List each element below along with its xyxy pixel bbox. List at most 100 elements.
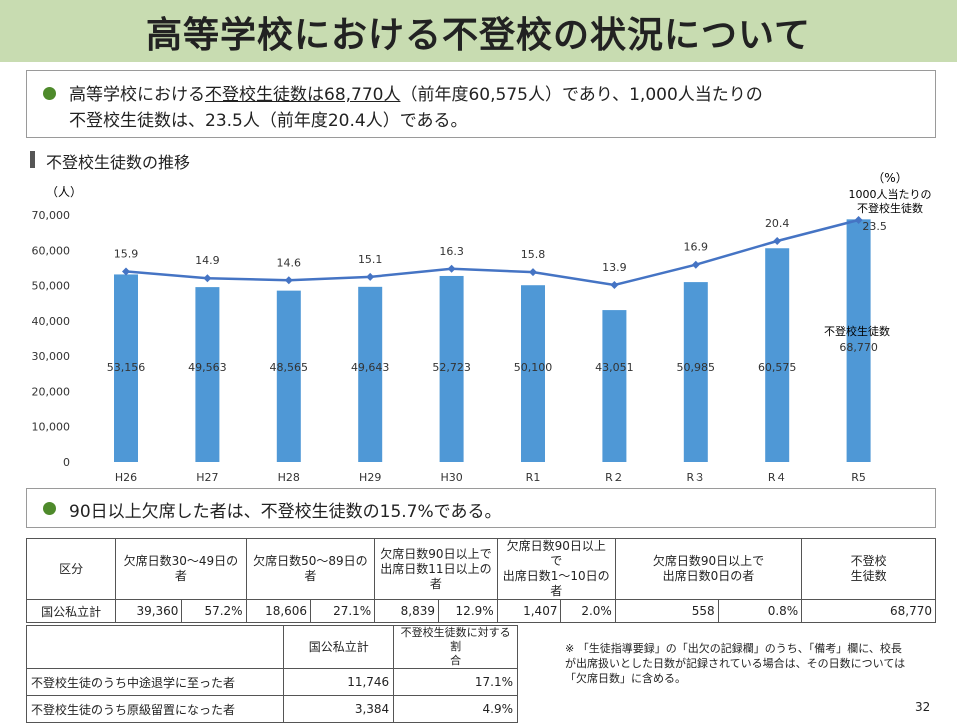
summary-line-2: 不登校生徒数は、23.5人（前年度20.4人）である。 [69, 111, 468, 131]
y-axis: 0 10,000 20,000 30,000 40,000 50,000 60,000 70,… [32, 209, 71, 469]
rate-point [691, 260, 700, 269]
rate-value-label: 15.1 [358, 253, 383, 266]
table-header: 欠席日数90日以上で 出席日数11日以上の者 [374, 538, 498, 600]
table-cell: 12.9% [438, 599, 498, 623]
table-header: 欠席日数90日以上で 出席日数1～10日の者 [496, 538, 616, 600]
table-cell: 3,384 [283, 695, 395, 723]
rate-value-label: 16.3 [439, 245, 464, 258]
table-cell: 27.1% [310, 599, 376, 623]
summary-line: 90日以上欠席した者は、不登校生徒数の15.7%である。 [69, 502, 502, 522]
table-header: 国公私立計 [283, 625, 395, 669]
rate-value-labels: 15.9 14.9 14.6 15.1 16.3 15.8 13.9 16.9 20.4 23.5 [114, 217, 887, 274]
dropout-table: 国公私立計 不登校生徒数に対する割 合 不登校生徒のうち中途退学に至った者 11… [25, 625, 518, 723]
table-cell: 0.8% [717, 599, 803, 623]
rate-point [529, 268, 537, 277]
x-tick-label: H26 [115, 471, 137, 484]
rate-point [122, 267, 130, 276]
bar [683, 282, 708, 462]
x-tick-label: R４ [768, 471, 787, 484]
x-tick-label: H29 [359, 471, 381, 484]
bar-value-label: 68,770 [839, 341, 878, 354]
rate-points [122, 216, 863, 289]
footnote: ※ 「生徒指導要録」の「出欠の記録欄」のうち、「備考」欄に、校長が出席扱いとした… [565, 642, 906, 685]
table-cell: 57.2% [181, 599, 247, 623]
table-cell: 558 [614, 599, 719, 623]
bar [276, 290, 301, 462]
table-header: 欠席日数50～89日の者 [245, 538, 376, 600]
bar [521, 285, 545, 462]
bar [765, 248, 790, 462]
rate-point [773, 236, 782, 245]
table-header [25, 625, 285, 669]
bar [439, 275, 464, 462]
y-tick-label: 60,000 [32, 244, 71, 257]
x-tick-label: R３ [686, 471, 705, 484]
bar-value-label: 53,156 [107, 361, 146, 374]
summary-text: （前年度60,575人）であり、1,000人当たりの [400, 85, 763, 105]
table-header-row: 国公私立計 不登校生徒数に対する割 合 [25, 625, 518, 669]
summary-box-2: 90日以上欠席した者は、不登校生徒数の15.7%である。 [26, 488, 936, 528]
absence-table: 区分 欠席日数30～49日の者 欠席日数50～89日の者 欠席日数90日以上で … [25, 538, 936, 623]
row-label: 不登校生徒のうち原級留置になった者 [25, 695, 285, 723]
y-tick-label: 50,000 [32, 280, 71, 293]
bar-value-label: 43,051 [595, 361, 634, 374]
x-tick-label: H30 [440, 471, 462, 484]
table-row: 不登校生徒のうち原級留置になった者 3,384 4.9% [25, 695, 518, 723]
table-row: 不登校生徒のうち中途退学に至った者 11,746 17.1% [25, 668, 518, 696]
rate-value-label: 13.9 [602, 261, 627, 274]
rate-point [284, 276, 293, 285]
y-axis-unit-right: （%） [872, 171, 907, 185]
bar-series [114, 219, 871, 462]
summary-line-1: 高等学校における不登校生徒数は68,770人（前年度60,575人）であり、1,… [69, 80, 763, 105]
rate-point [447, 264, 456, 273]
rate-value-label: 14.6 [277, 256, 302, 269]
page-title: 高等学校における不登校の状況について [146, 15, 811, 56]
rate-value-label: 16.9 [684, 241, 709, 254]
bar-value-label: 50,100 [514, 361, 553, 374]
bar [846, 219, 871, 462]
bar-value-label: 49,643 [351, 361, 390, 374]
x-tick-label: H28 [278, 471, 300, 484]
rate-point [854, 216, 863, 224]
rate-value-label: 20.4 [765, 217, 790, 230]
x-tick-label: H27 [196, 471, 218, 484]
rate-point [366, 272, 375, 281]
line-annotation: 1000人当たりの [849, 187, 932, 201]
bar [358, 286, 383, 462]
table-cell: 11,746 [283, 668, 395, 696]
bar-value-label: 48,565 [270, 361, 309, 374]
bar-value-label: 49,563 [188, 361, 227, 374]
y-tick-label: 40,000 [32, 315, 71, 328]
bar [114, 274, 138, 462]
rate-point [610, 281, 619, 289]
y-tick-label: 0 [63, 456, 70, 469]
bar [602, 310, 627, 462]
rate-value-label: 15.8 [521, 248, 546, 261]
row-label: 不登校生徒のうち中途退学に至った者 [25, 668, 285, 696]
page-number: 32 [915, 700, 931, 714]
table-cell: 4.9% [393, 695, 518, 723]
table-cell: 18,606 [245, 599, 312, 623]
section-marker [30, 151, 35, 168]
title-bar: 高等学校における不登校の状況について [0, 0, 957, 62]
row-label: 国公私立計 [25, 599, 117, 623]
table-header-row: 区分 欠席日数30～49日の者 欠席日数50～89日の者 欠席日数90日以上で … [25, 538, 936, 600]
bullet-icon [43, 502, 56, 515]
bar-annotation: 不登校生徒数 [824, 324, 890, 338]
y-tick-label: 70,000 [32, 209, 71, 222]
y-tick-label: 10,000 [32, 421, 71, 434]
x-tick-label: R２ [605, 471, 624, 484]
table-cell: 17.1% [393, 668, 518, 696]
rate-value-label: 15.9 [114, 247, 139, 260]
bullet-icon [43, 87, 56, 100]
table-header: 欠席日数90日以上で 出席日数0日の者 [614, 538, 803, 600]
bar-value-label: 52,723 [432, 361, 471, 374]
trend-chart: 0 10,000 20,000 30,000 40,000 50,000 60,000 70,… [32, 171, 932, 484]
bar-value-label: 60,575 [758, 361, 797, 374]
x-tick-label: R5 [851, 471, 866, 484]
summary-highlight: 不登校生徒数は68,770人 [205, 85, 401, 105]
rate-value-label: 23.5 [862, 220, 887, 233]
x-axis: H26 H27 H28 H29 H30 R1 R２ R３ R４ R5 [115, 471, 866, 484]
bar [195, 287, 220, 462]
table-cell: 39,360 [115, 599, 183, 623]
